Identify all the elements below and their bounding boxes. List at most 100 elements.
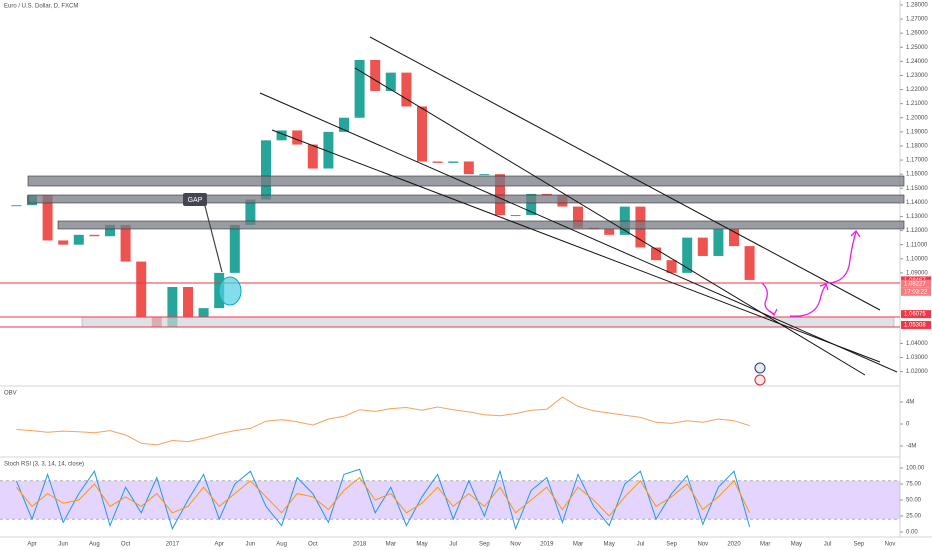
y-tick-label: 1.15000: [906, 186, 928, 192]
price-label-box: [901, 320, 931, 329]
candle: [666, 260, 677, 273]
marks: [0, 59, 900, 531]
candle: [713, 229, 724, 256]
y-tick-label: 1.22000: [906, 87, 928, 93]
candle: [432, 161, 443, 163]
arrow-head: [769, 308, 778, 317]
x-tick-label: Nov: [510, 542, 521, 548]
candle: [651, 247, 661, 261]
x-tick-label: Oct: [308, 542, 318, 548]
y-tick-label: 1.27000: [906, 17, 928, 23]
y-tick-label: -4M: [906, 444, 916, 450]
price-label-box: [901, 310, 931, 319]
arrow-head: [850, 229, 861, 238]
zone: [27, 175, 905, 187]
y-tick-label: 0.00: [906, 530, 918, 536]
event-icon[interactable]: [754, 374, 766, 386]
gap-marker: [218, 276, 242, 306]
x-tick-label: Aug: [89, 542, 100, 548]
candle: [339, 117, 349, 132]
candle: [323, 131, 334, 169]
x-tick-label: Sep: [479, 542, 490, 548]
x-tick-label: May: [604, 542, 615, 548]
y-tick-label: 1.04000: [906, 341, 928, 347]
y-tick-label: 1.03000: [906, 355, 928, 361]
y-tick-label: 1.17000: [906, 158, 928, 164]
x-tick-label: 2019: [540, 542, 554, 548]
countdown: 17:03:22: [904, 289, 928, 295]
y-tick-label: 100.00: [906, 466, 925, 472]
series-line: [15, 468, 751, 531]
price-label: 1.05308: [904, 323, 926, 329]
candle: [354, 59, 365, 118]
candle: [58, 240, 69, 245]
x-tick-label: Aug: [276, 542, 287, 548]
x-tick-label: Jul: [824, 542, 832, 548]
candle: [42, 195, 53, 241]
candle: [417, 106, 427, 162]
candle: [385, 72, 396, 91]
candle: [370, 59, 381, 91]
trend-line: [259, 92, 898, 373]
candle: [744, 246, 755, 280]
y-tick-label: 1.26000: [906, 31, 928, 37]
x-tick-label: 2018: [353, 542, 367, 548]
candle: [167, 286, 178, 327]
y-tick-label: 1.02000: [906, 369, 928, 375]
callout-box: [183, 193, 207, 206]
x-tick-label: Sep: [666, 542, 677, 548]
y-tick-label: 1.19000: [906, 129, 928, 135]
candle: [11, 205, 22, 207]
candle: [292, 130, 303, 145]
candle: [401, 72, 412, 107]
drawings: GAP: [0, 36, 905, 386]
candle: [307, 144, 318, 169]
forecast-arrow: [761, 282, 775, 315]
y-tick-label: 1.12000: [906, 228, 928, 234]
candle: [245, 199, 256, 225]
x-tick-label: Apr: [215, 542, 224, 548]
callout-line: [204, 205, 223, 273]
x-tick-label: Mar: [573, 542, 583, 548]
y-tick-label: 0: [906, 422, 910, 428]
candle: [105, 224, 115, 237]
series-line: [16, 396, 750, 446]
x-tick-label: Oct: [121, 542, 131, 548]
price-label-box: [901, 279, 931, 288]
arrow-head: [819, 283, 829, 291]
x-tick-label: May: [416, 542, 427, 548]
price-label: 1.06075: [904, 312, 926, 318]
forecast-arrow: [789, 284, 827, 317]
candle: [573, 206, 583, 228]
candle: [510, 215, 521, 217]
forecast-arrow: [827, 231, 857, 284]
y-tick-label: 25.00: [906, 514, 922, 520]
trend-line: [271, 129, 881, 363]
candle: [276, 130, 287, 141]
x-tick-label: Mar: [760, 542, 770, 548]
x-tick-label: 2020: [727, 542, 741, 548]
candle: [463, 161, 474, 175]
y-tick-label: 1.14000: [906, 200, 928, 206]
y-tick-label: 1.10000: [906, 256, 928, 262]
chart-title: Euro / U.S. Dollar, D, FXCM: [4, 4, 78, 10]
countdown-box: [901, 287, 931, 296]
candle: [198, 308, 209, 317]
y-tick-label: 1.18000: [906, 144, 928, 150]
y-tick-label: 1.09000: [906, 270, 928, 276]
callout-text: GAP: [188, 197, 203, 204]
x-tick-label: Nov: [885, 542, 896, 548]
candle: [526, 193, 537, 216]
x-tick-label: Sep: [853, 542, 864, 548]
candle: [604, 229, 615, 235]
candle: [136, 261, 147, 317]
band: [0, 480, 900, 520]
y-tick-label: 50.00: [906, 498, 922, 504]
zone: [27, 194, 905, 204]
y-tick-label: 1.20000: [906, 115, 928, 121]
x-tick-label: Nov: [697, 542, 708, 548]
candle: [261, 140, 271, 200]
event-icon[interactable]: [754, 362, 766, 374]
